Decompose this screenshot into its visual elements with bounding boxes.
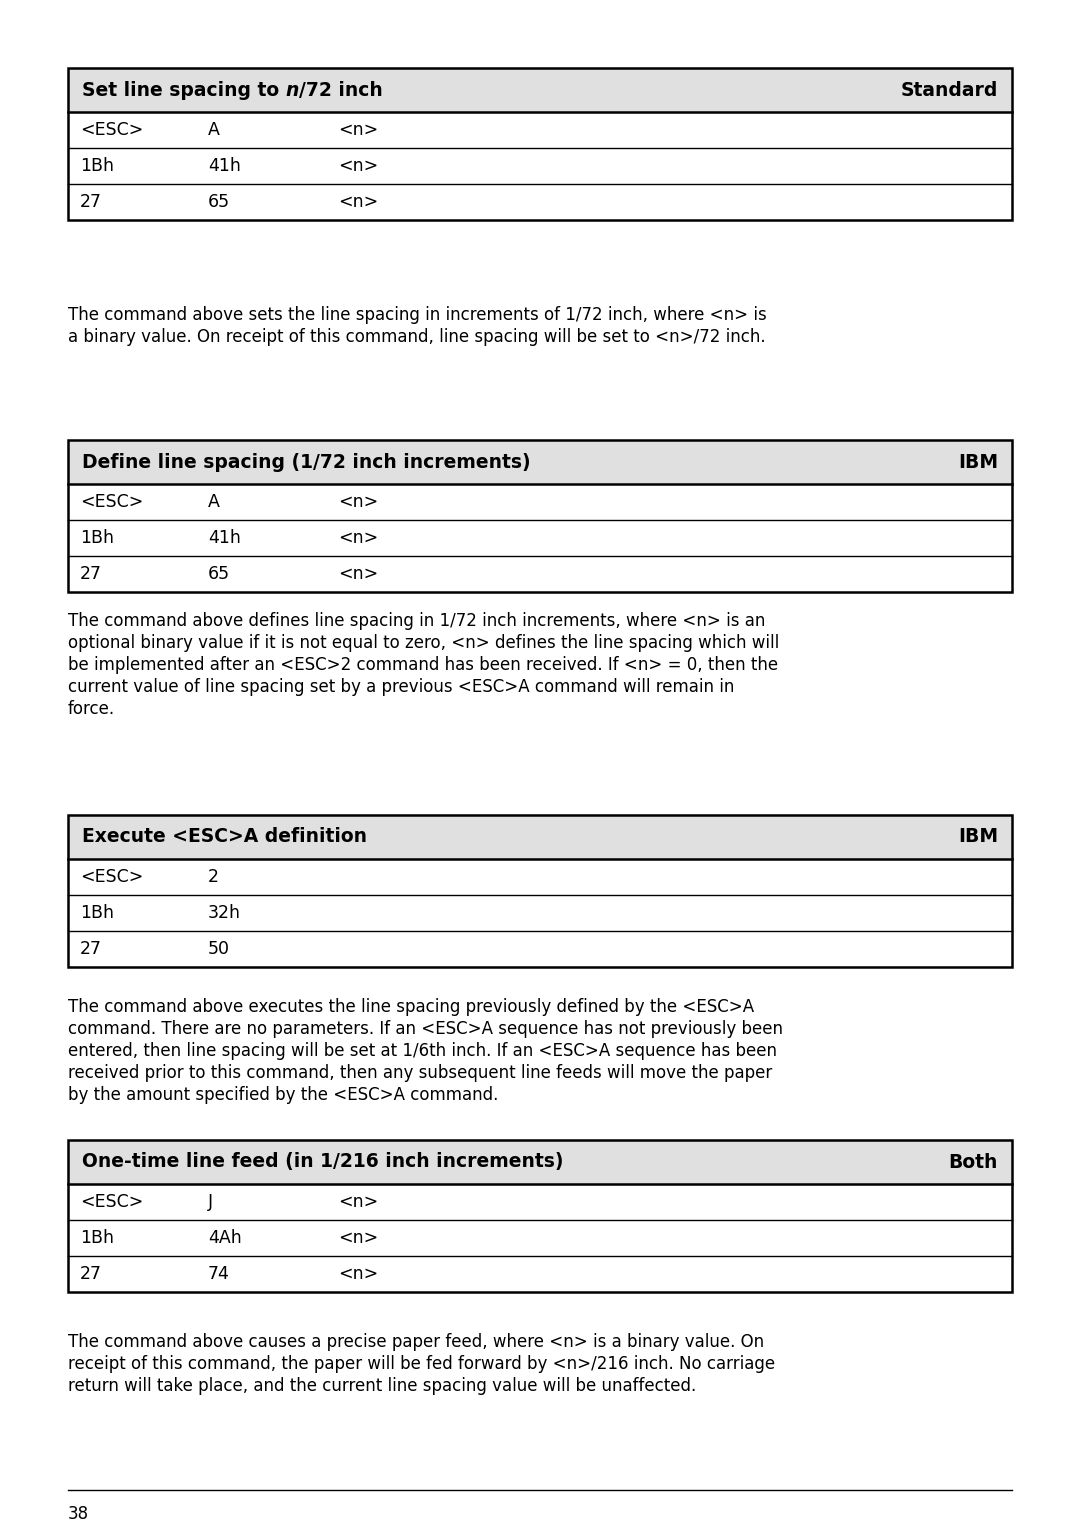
Bar [68, 69, 1012, 220]
Text: <n>: <n> [338, 1265, 378, 1284]
Text: /72 inch: /72 inch [299, 81, 382, 99]
Text: 27: 27 [80, 940, 102, 958]
Text: 4Ah: 4Ah [208, 1229, 242, 1247]
Bar [68, 440, 1012, 591]
Bar [68, 814, 1012, 859]
Text: Define line spacing (1/72 inch increments): Define line spacing (1/72 inch increment… [82, 452, 530, 472]
Text: 1Bh: 1Bh [80, 529, 114, 547]
Text: <n>: <n> [338, 565, 378, 584]
Text: 1Bh: 1Bh [80, 157, 114, 176]
Text: <ESC>: <ESC> [80, 868, 144, 886]
Bar [68, 1140, 1012, 1293]
Bar [68, 814, 1012, 967]
Text: 1Bh: 1Bh [80, 1229, 114, 1247]
Bar [68, 1140, 1012, 1184]
Text: A: A [208, 494, 220, 510]
Bar [68, 1140, 1012, 1293]
Bar [68, 440, 1012, 591]
Text: by the amount specified by the <ESC>A command.: by the amount specified by the <ESC>A co… [68, 1086, 498, 1105]
Text: 50: 50 [208, 940, 230, 958]
Text: <ESC>: <ESC> [80, 494, 144, 510]
Text: return will take place, and the current line spacing value will be unaffected.: return will take place, and the current … [68, 1377, 697, 1395]
Text: <n>: <n> [338, 494, 378, 510]
Text: <ESC>: <ESC> [80, 1193, 144, 1212]
Text: 27: 27 [80, 565, 102, 584]
Text: IBM: IBM [958, 452, 998, 472]
Text: receipt of this command, the paper will be fed forward by <n>/216 inch. No carri: receipt of this command, the paper will … [68, 1355, 775, 1374]
Text: <n>: <n> [338, 1193, 378, 1212]
Text: One-time line feed (in 1/216 inch increments): One-time line feed (in 1/216 inch increm… [82, 1152, 564, 1172]
Text: The command above defines line spacing in 1/72 inch increments, where <n> is an: The command above defines line spacing i… [68, 613, 766, 630]
Text: The command above executes the line spacing previously defined by the <ESC>A: The command above executes the line spac… [68, 998, 754, 1016]
Text: 2: 2 [208, 868, 219, 886]
Text: 32h: 32h [208, 905, 241, 921]
Text: Execute <ESC>A definition: Execute <ESC>A definition [82, 828, 367, 847]
Text: entered, then line spacing will be set at 1/6th inch. If an <ESC>A sequence has : entered, then line spacing will be set a… [68, 1042, 777, 1060]
Text: <n>: <n> [338, 157, 378, 176]
Text: A: A [208, 121, 220, 139]
Text: a binary value. On receipt of this command, line spacing will be set to <n>/72 i: a binary value. On receipt of this comma… [68, 329, 766, 345]
Text: 27: 27 [80, 193, 102, 211]
Text: The command above sets the line spacing in increments of 1/72 inch, where <n> is: The command above sets the line spacing … [68, 306, 767, 324]
Text: command. There are no parameters. If an <ESC>A sequence has not previously been: command. There are no parameters. If an … [68, 1021, 783, 1038]
Text: optional binary value if it is not equal to zero, <n> defines the line spacing w: optional binary value if it is not equal… [68, 634, 780, 652]
Text: Set line spacing to: Set line spacing to [82, 81, 285, 99]
Text: 1Bh: 1Bh [80, 905, 114, 921]
Text: received prior to this command, then any subsequent line feeds will move the pap: received prior to this command, then any… [68, 1063, 772, 1082]
Text: 38: 38 [68, 1505, 90, 1523]
Text: Both: Both [948, 1152, 998, 1172]
Text: J: J [208, 1193, 213, 1212]
Text: IBM: IBM [958, 828, 998, 847]
Text: 65: 65 [208, 565, 230, 584]
Text: Standard: Standard [901, 81, 998, 99]
Text: current value of line spacing set by a previous <ESC>A command will remain in: current value of line spacing set by a p… [68, 678, 734, 695]
Text: <n>: <n> [338, 193, 378, 211]
Text: 65: 65 [208, 193, 230, 211]
Text: <ESC>: <ESC> [80, 121, 144, 139]
Text: The command above causes a precise paper feed, where <n> is a binary value. On: The command above causes a precise paper… [68, 1332, 765, 1351]
Text: <n>: <n> [338, 121, 378, 139]
Text: force.: force. [68, 700, 116, 718]
Bar [68, 69, 1012, 112]
Text: be implemented after an <ESC>2 command has been received. If <n> = 0, then the: be implemented after an <ESC>2 command h… [68, 656, 778, 674]
Text: <n>: <n> [338, 1229, 378, 1247]
Text: 41h: 41h [208, 529, 241, 547]
Text: 41h: 41h [208, 157, 241, 176]
Bar [68, 440, 1012, 484]
Bar [68, 814, 1012, 967]
Text: n: n [285, 81, 299, 99]
Bar [68, 69, 1012, 220]
Text: <n>: <n> [338, 529, 378, 547]
Text: 27: 27 [80, 1265, 102, 1284]
Text: 74: 74 [208, 1265, 230, 1284]
